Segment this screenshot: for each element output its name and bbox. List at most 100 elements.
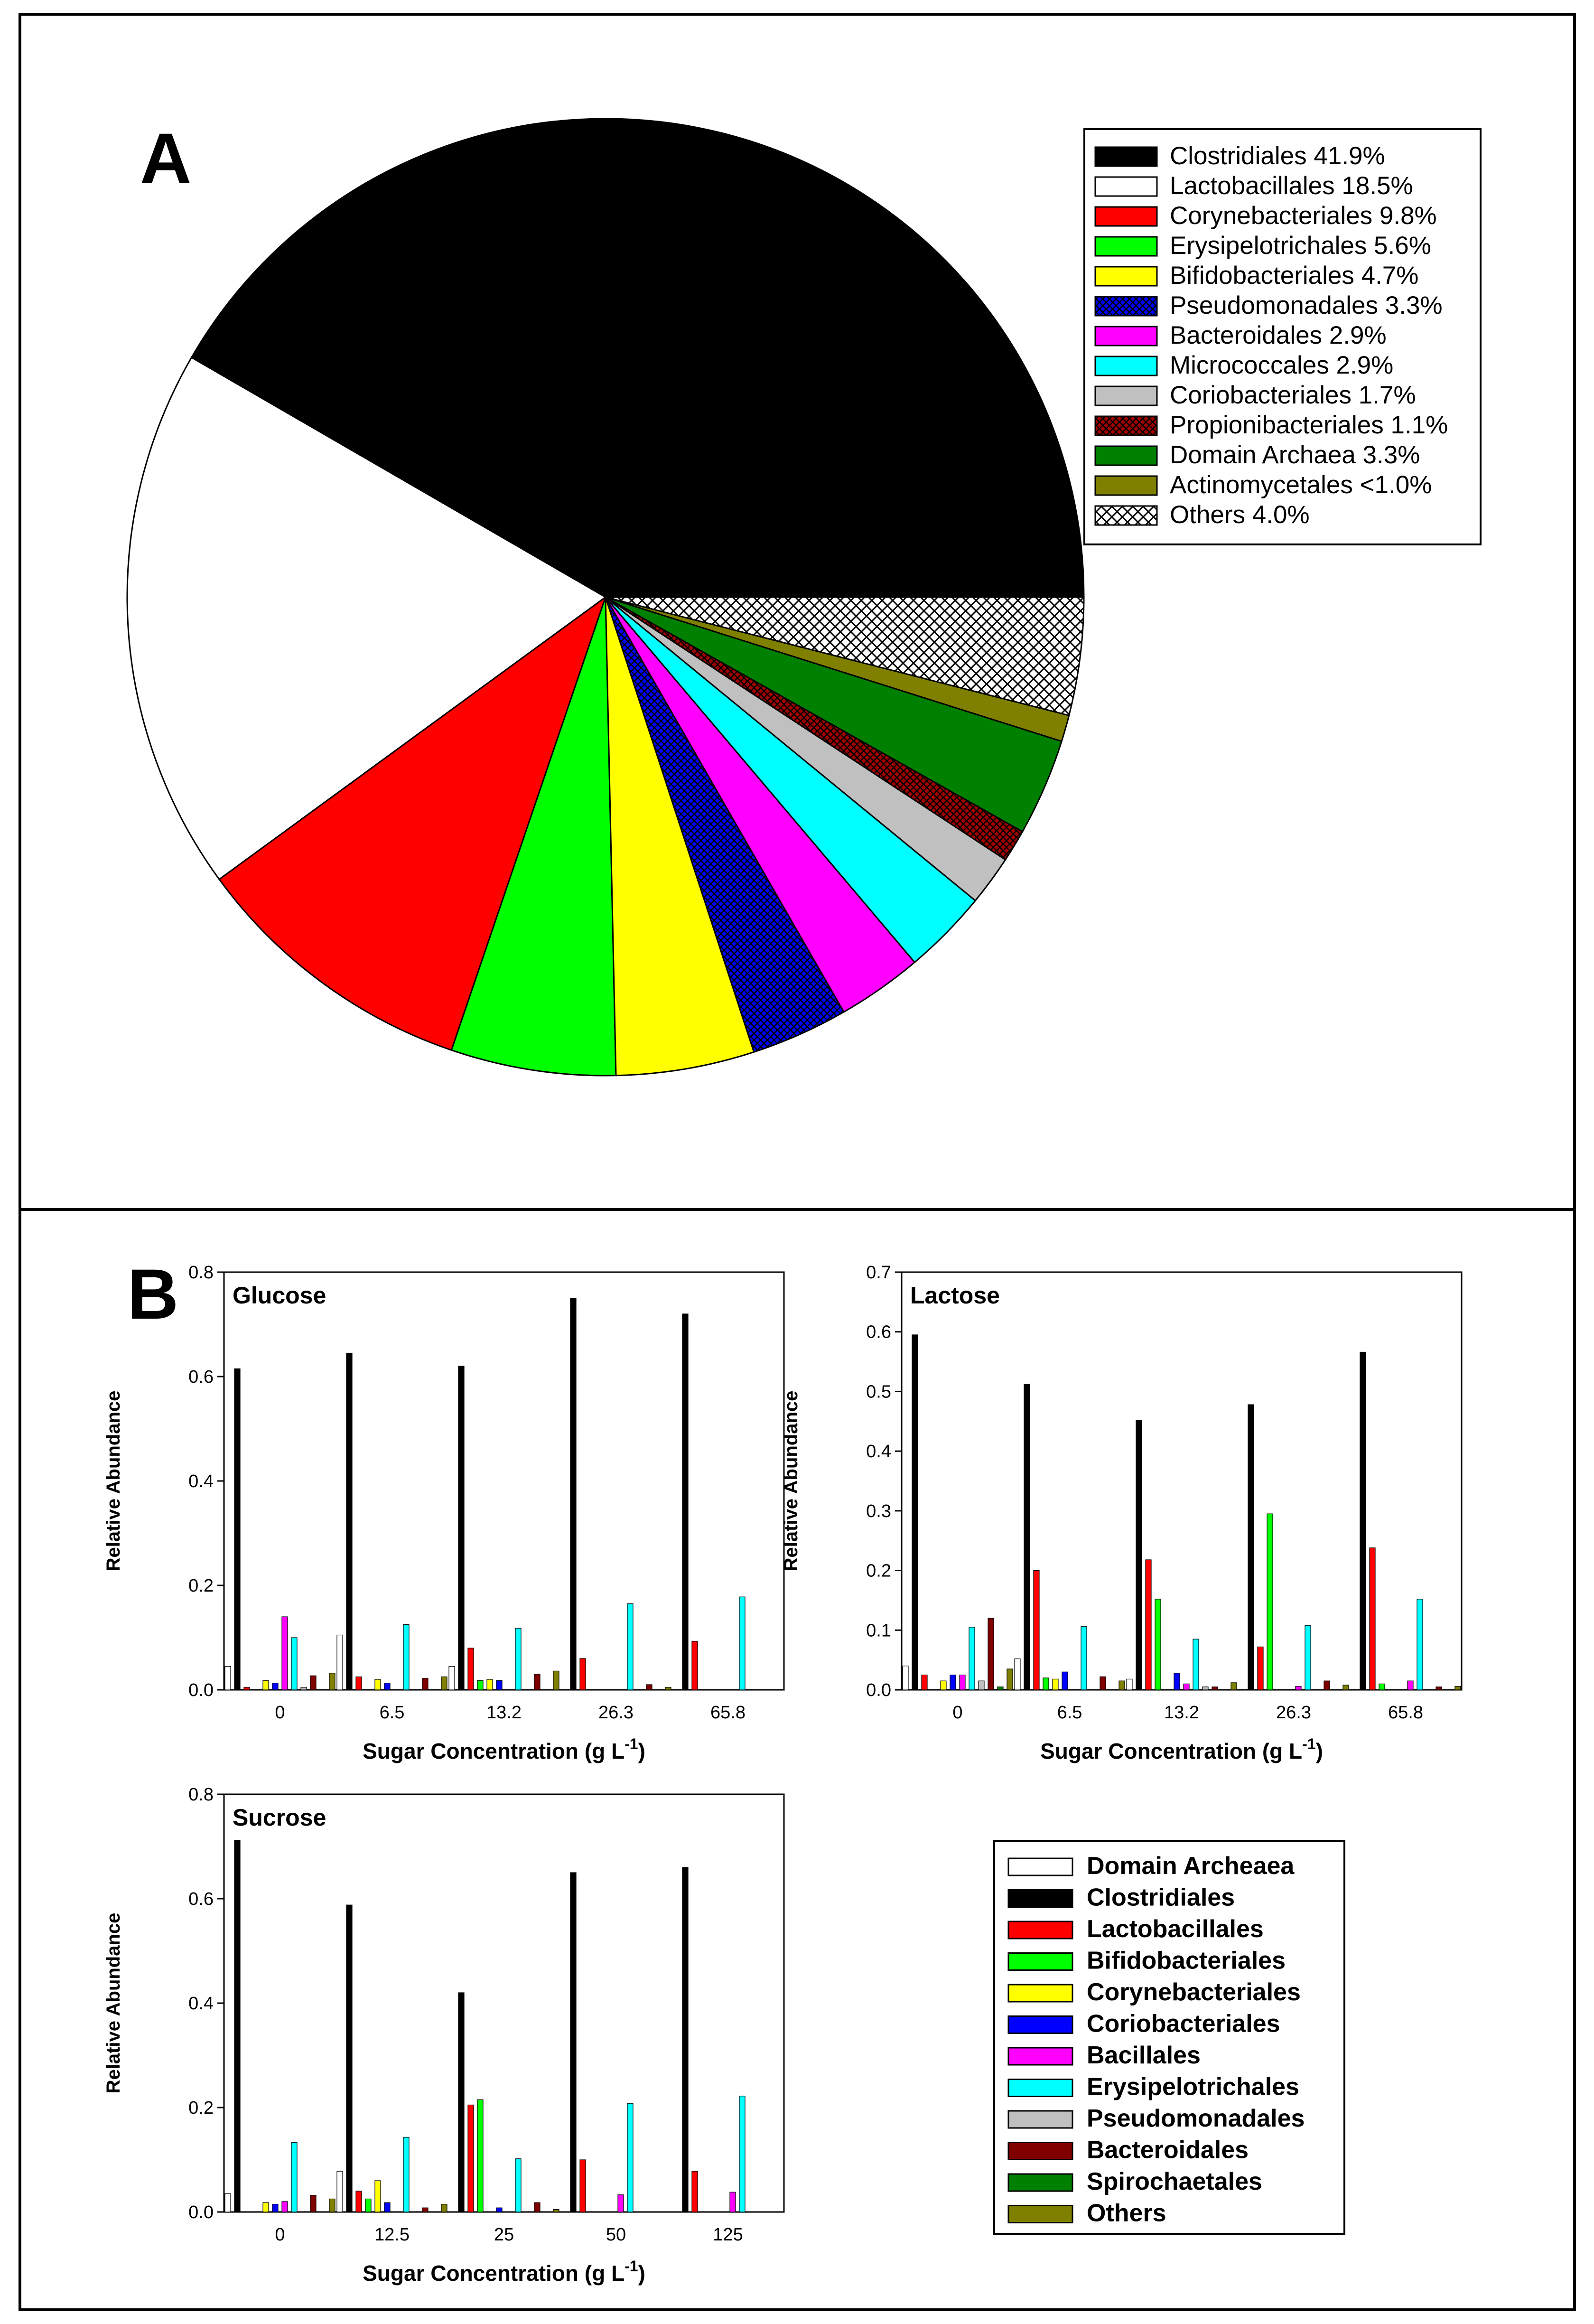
bar-erysipelotrichales-125 <box>739 2096 746 2212</box>
pie-slice-others <box>605 596 1085 717</box>
x-tick-label: 26.3 <box>598 1703 634 1723</box>
bar-coriobacteriales-6-5 <box>384 1683 391 1690</box>
pie-legend-swatch-clostridiales <box>1094 146 1158 167</box>
pie-legend-label-domain-archaea: Domain Archaea 3.3% <box>1170 441 1420 469</box>
panel-title-sucrose: Sucrose <box>233 1804 326 1831</box>
pie-legend-label-lactobacillales: Lactobacillales 18.5% <box>1170 172 1413 200</box>
bar-erysipelotrichales-65-8 <box>1417 1599 1423 1690</box>
y-axis-label: Relative Abundance <box>103 1391 124 1572</box>
bar-lactobacillales-125 <box>691 2171 698 2212</box>
y-axis-label: Relative Abundance <box>103 1913 124 2094</box>
bar-erysipelotrichales-6-5 <box>1081 1626 1087 1690</box>
x-tick-label: 65.8 <box>710 1703 746 1723</box>
pie-slice-corynebacteriales <box>218 595 607 1051</box>
bar-bacillales-65-8 <box>1407 1680 1414 1690</box>
bar-coriobacteriales-25 <box>496 2207 503 2212</box>
bar-erysipelotrichales-0 <box>969 1627 975 1690</box>
bar-erysipelotrichales-26-3 <box>1305 1625 1311 1690</box>
bar-clostridiales-125 <box>682 1867 689 2212</box>
bar-erysipelotrichales-0 <box>291 2142 298 2212</box>
pie-legend-swatch-micrococcales <box>1094 356 1158 376</box>
bar-clostridiales-26-3 <box>1248 1404 1254 1690</box>
panel-b-label: B <box>127 1254 178 1334</box>
y-tick-label: 0.2 <box>188 2098 214 2118</box>
bar-erysipelotrichales-0 <box>291 1637 298 1690</box>
pie-legend-label-pseudomonadales: Pseudomonadales 3.3% <box>1170 291 1443 319</box>
bar-lactobacillales-26-3 <box>579 1658 586 1690</box>
x-tick-label: 13.2 <box>1164 1703 1199 1723</box>
plot-frame <box>223 1793 785 2213</box>
bar-clostridiales-65-8 <box>1360 1351 1366 1690</box>
y-tick-label: 0.4 <box>188 1471 214 1491</box>
bar-legend-label-coriobacteriales: Coriobacteriales <box>1087 2010 1280 2038</box>
bar-lactobacillales-6-5 <box>355 1676 362 1690</box>
bar-erysipelotrichales-6-5 <box>403 1624 410 1690</box>
bar-bifidobacteriales-26-3 <box>1267 1513 1273 1690</box>
pie-legend-swatch-bifidobacteriales <box>1094 266 1158 287</box>
bar-bacteroidales-65-8 <box>1436 1687 1442 1690</box>
bar-bacteroidales-26-3 <box>646 1684 653 1690</box>
y-tick-label: 0.2 <box>866 1561 891 1581</box>
bar-spirochaetales-0 <box>997 1687 1004 1690</box>
y-tick-label: 0.0 <box>188 1680 214 1700</box>
bar-domain-archeaea-0 <box>902 1666 909 1690</box>
x-tick-label: 25 <box>494 2225 514 2245</box>
bar-bifidobacteriales-13-2 <box>1155 1599 1161 1690</box>
bar-erysipelotrichales-25 <box>515 2158 522 2212</box>
pie-legend-label-actinomycetales: Actinomycetales <1.0% <box>1170 471 1432 499</box>
x-tick-label: 13.2 <box>486 1703 522 1723</box>
y-tick-label: 0.6 <box>188 1367 214 1387</box>
bar-bifidobacteriales-12-5 <box>365 2198 372 2212</box>
bar-erysipelotrichales-13-2 <box>1193 1639 1199 1690</box>
bar-others-6-5 <box>441 1676 447 1690</box>
pie-legend-swatch-pseudomonadales <box>1094 296 1158 317</box>
bar-pseudomonadales-13-2 <box>1202 1687 1209 1690</box>
bar-corynebacteriales-0 <box>940 1680 947 1690</box>
bar-bifidobacteriales-65-8 <box>1379 1683 1385 1690</box>
y-tick-label: 0.4 <box>188 1994 214 2014</box>
bar-legend-swatch-bacillales <box>1007 2047 1073 2066</box>
bar-lactobacillales-65-8 <box>691 1641 698 1690</box>
bar-legend-label-bacteroidales: Bacteroidales <box>1087 2137 1249 2164</box>
bar-others-12-5 <box>441 2203 447 2212</box>
bar-legend-label-domain-archeaea: Domain Archeaea <box>1087 1852 1295 1880</box>
bar-lactobacillales-12-5 <box>355 2191 362 2212</box>
bar-lactobacillales-25 <box>467 2104 474 2212</box>
pie-legend-label-propionibacteriales: Propionibacteriales 1.1% <box>1170 411 1448 439</box>
bar-bacillales-26-3 <box>1295 1686 1302 1690</box>
bar-bifidobacteriales-13-2 <box>477 1680 484 1690</box>
bar-legend-swatch-bacteroidales <box>1007 2142 1073 2160</box>
bar-others-0 <box>329 1673 336 1690</box>
bar-bacteroidales-0 <box>310 2195 317 2212</box>
bar-coriobacteriales-0 <box>272 1683 279 1690</box>
pie-legend-label-clostridiales: Clostridiales 41.9% <box>1170 142 1385 170</box>
y-tick-label: 0.1 <box>866 1621 891 1640</box>
bar-bacteroidales-6-5 <box>422 1678 429 1690</box>
bar-lactobacillales-13-2 <box>1145 1559 1152 1690</box>
bar-others-26-3 <box>665 1687 671 1690</box>
bar-coriobacteriales-0 <box>272 2203 279 2212</box>
x-tick-label: 12.5 <box>374 2225 410 2245</box>
bar-bacillales-50 <box>617 2194 624 2212</box>
bar-bacteroidales-13-2 <box>534 1674 541 1690</box>
bar-corynebacteriales-0 <box>262 1680 269 1690</box>
pie-legend-label-erysipelotrichales: Erysipelotrichales 5.6% <box>1170 232 1431 260</box>
pie-legend-swatch-domain-archaea <box>1094 445 1158 466</box>
bar-bacteroidales-0 <box>988 1618 994 1690</box>
bar-bifidobacteriales-6-5 <box>1043 1677 1049 1690</box>
bar-erysipelotrichales-65-8 <box>739 1596 746 1690</box>
bar-legend-swatch-erysipelotrichales <box>1007 2079 1073 2097</box>
bar-lactobacillales-6-5 <box>1033 1570 1040 1690</box>
bar-legend-label-corynebacteriales: Corynebacteriales <box>1087 1978 1301 2006</box>
pie-legend-label-bifidobacteriales: Bifidobacteriales 4.7% <box>1170 262 1418 290</box>
bar-clostridiales-13-2 <box>1136 1420 1142 1690</box>
x-tick-label: 65.8 <box>1388 1703 1423 1723</box>
y-tick-label: 0.2 <box>188 1576 214 1596</box>
bar-corynebacteriales-12-5 <box>374 2180 381 2212</box>
bar-legend-swatch-pseudomonadales <box>1007 2110 1073 2129</box>
pie-slice-lactobacillales <box>126 356 607 881</box>
bar-domain-archeaea-0 <box>224 2193 231 2212</box>
pie-chart <box>126 118 1085 1077</box>
x-axis-label: Sugar Concentration (g L-1) <box>363 1735 645 1763</box>
bar-clostridiales-12-5 <box>346 1904 353 2212</box>
